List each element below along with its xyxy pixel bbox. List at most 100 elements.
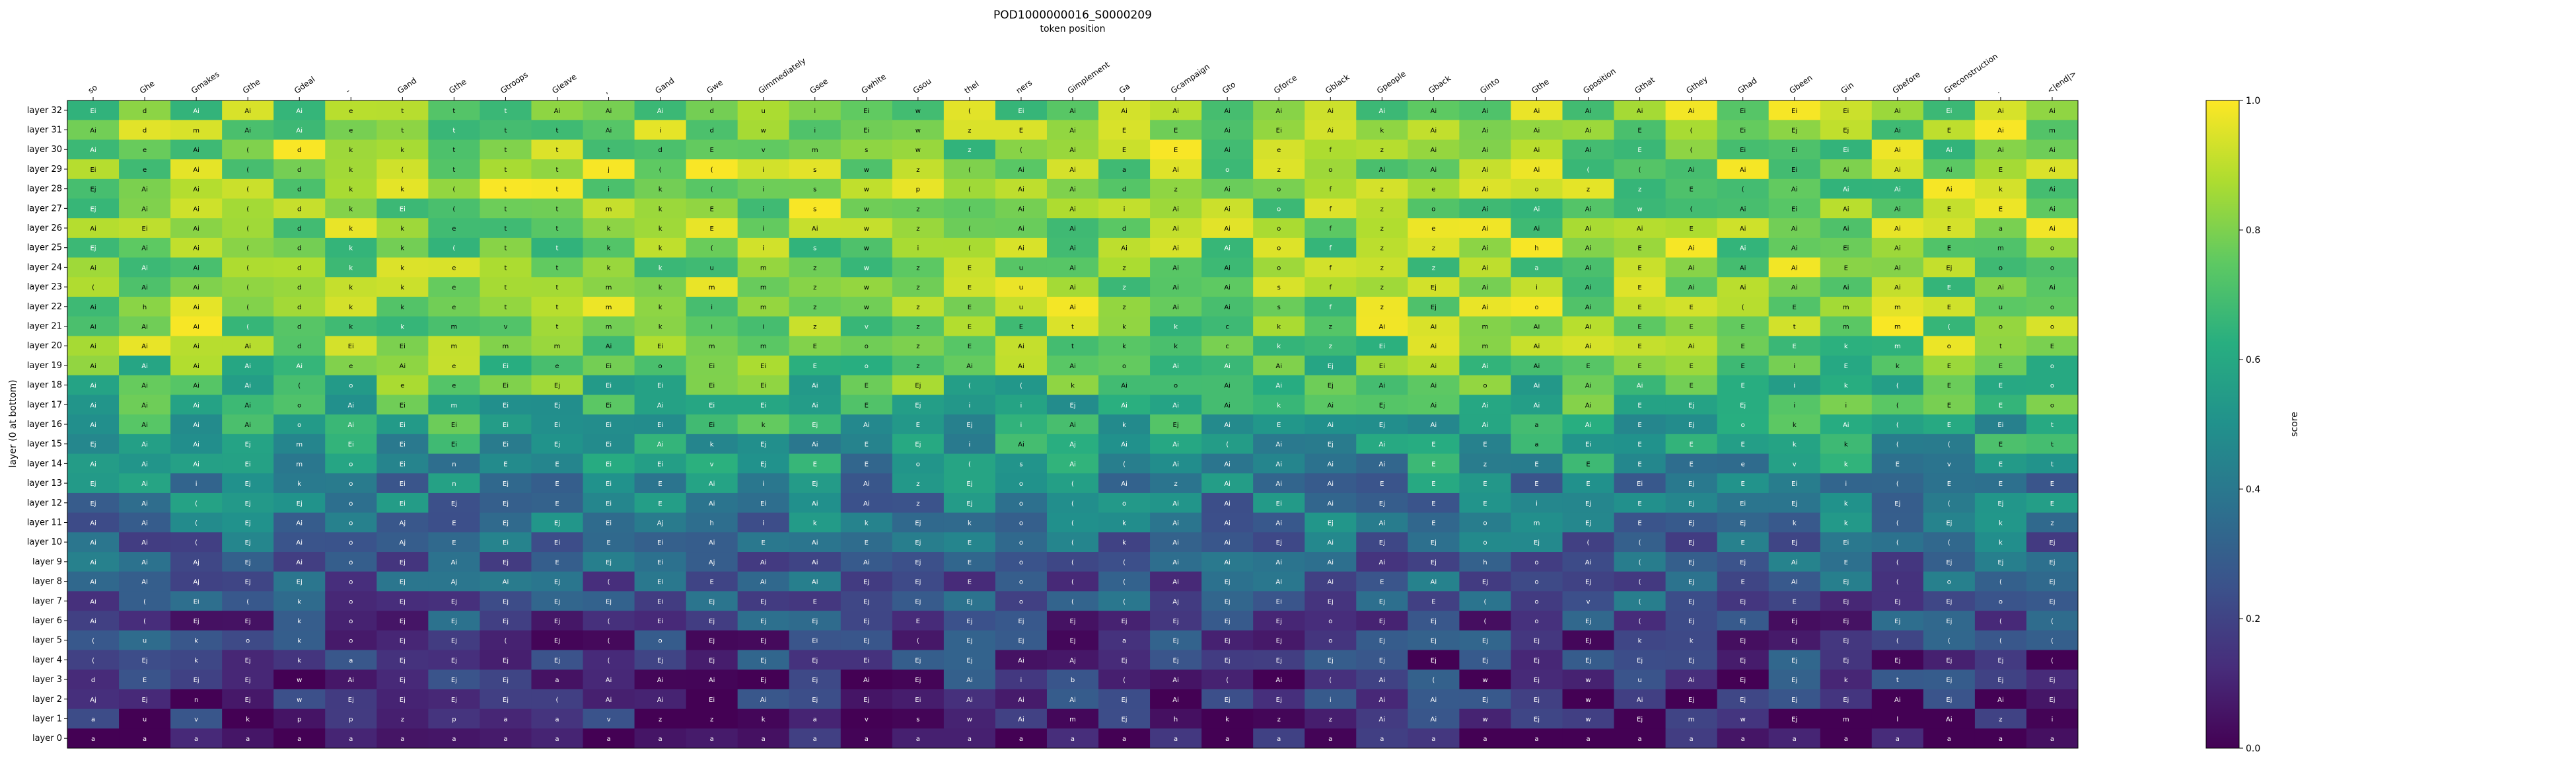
cell-label: Ai	[1275, 363, 1282, 370]
cell-label: Ai	[1688, 343, 1695, 350]
heatmap-cell	[583, 237, 635, 258]
cell-label: o	[1483, 383, 1487, 390]
cell-label: Ei	[760, 383, 766, 390]
heatmap-cell	[428, 120, 480, 140]
cell-label: t	[556, 245, 559, 252]
cell-label: f	[1329, 245, 1332, 252]
cell-label: Ai	[760, 579, 767, 586]
cell-label: Ai	[1018, 363, 1024, 370]
cell-label: E	[1689, 461, 1693, 468]
heatmap-cell	[1046, 257, 1099, 278]
cell-label: E	[503, 461, 507, 468]
cell-label: Ej	[1946, 598, 1952, 605]
cell-label: a	[1534, 441, 1538, 449]
cell-label: Ai	[1740, 206, 1746, 213]
cell-label: k	[1122, 519, 1126, 527]
cell-label: k	[1122, 539, 1126, 547]
cell-label: Ai	[1275, 579, 1282, 586]
cell-label: m	[1843, 324, 1849, 331]
cell-label: Ai	[1172, 441, 1179, 449]
cell-label: t	[452, 167, 455, 174]
heatmap-cell	[2026, 218, 2079, 239]
cell-label: i	[1124, 206, 1126, 213]
cell-label: E	[1483, 500, 1487, 508]
cell-label: Ai	[141, 264, 148, 272]
y-tick-label: layer 24	[27, 262, 62, 272]
heatmap-cell	[1820, 139, 1873, 160]
cell-label: E	[1793, 598, 1797, 605]
cell-label: a	[297, 736, 301, 743]
cell-label: z	[916, 500, 919, 508]
cell-label: Ai	[1894, 167, 1901, 174]
heatmap-cell	[892, 296, 945, 317]
cell-label: Ej	[1688, 539, 1694, 547]
cell-label: m	[1069, 716, 1076, 723]
cell-label: Ei	[1740, 128, 1746, 135]
cell-label: E	[865, 402, 869, 409]
heatmap-cell	[1923, 159, 1976, 180]
cell-label: Ei	[709, 422, 715, 429]
cell-label: Ej	[1740, 598, 1746, 605]
cell-label: l	[1896, 716, 1898, 723]
heatmap-cell	[634, 296, 687, 317]
cell-label: Ai	[90, 383, 96, 390]
cell-label: k	[1225, 716, 1229, 723]
cell-label: E	[1637, 304, 1641, 311]
cell-label: E	[1431, 480, 1435, 488]
cell-label: i	[1793, 383, 1795, 390]
cell-label: t	[504, 225, 507, 233]
x-tick-label: ,	[602, 87, 609, 96]
heatmap-cell	[170, 198, 223, 219]
cell-label: Ej	[1379, 598, 1385, 605]
cell-label: k	[1793, 441, 1797, 449]
cell-label: Ej	[812, 657, 818, 664]
heatmap-cell	[1459, 277, 1511, 297]
cell-label: Ai	[1069, 186, 1076, 194]
cell-label: Ai	[400, 363, 406, 370]
cell-label: Ai	[657, 697, 664, 704]
heatmap-cell	[222, 100, 274, 121]
heatmap-cell	[1356, 198, 1408, 219]
cell-label: E	[968, 343, 972, 350]
cell-label: Ei	[1946, 108, 1952, 115]
cell-label: Ai	[1431, 343, 1437, 350]
heatmap-cell	[376, 316, 429, 336]
cell-label: i	[762, 480, 764, 488]
cell-label: Ej	[1946, 618, 1952, 625]
cell-label: (	[452, 206, 455, 213]
cell-label: Ej	[142, 657, 148, 664]
cell-label: m	[606, 206, 612, 213]
cell-label: v	[607, 716, 611, 723]
cell-label: i	[1845, 480, 1847, 488]
heatmap-cell	[376, 120, 429, 140]
heatmap-cell	[892, 237, 945, 258]
cell-label: (	[968, 108, 971, 115]
cell-label: Ej	[1121, 716, 1127, 723]
cell-label: k	[1277, 324, 1281, 331]
cell-label: a	[555, 716, 559, 723]
x-tick-label: Gand	[653, 76, 676, 96]
heatmap-cell	[840, 159, 893, 180]
cell-label: a	[400, 736, 404, 743]
cell-label: Ai	[1534, 147, 1540, 154]
cell-label: E	[1689, 304, 1693, 311]
heatmap-cell	[376, 277, 429, 297]
heatmap-cell	[892, 159, 945, 180]
heatmap-cell	[1408, 120, 1460, 140]
cell-label: Aj	[1069, 441, 1076, 449]
heatmap-cell	[583, 257, 635, 278]
heatmap-cell	[737, 296, 790, 317]
heatmap-cell	[1871, 296, 1924, 317]
cell-label: E	[1637, 402, 1641, 409]
cell-label: Ai	[1740, 245, 1746, 252]
cell-label: e	[143, 147, 147, 154]
heatmap-cell	[1717, 277, 1770, 297]
cell-label: Ej	[1482, 579, 1488, 586]
heatmap-cell	[789, 198, 841, 219]
cell-label: Ai	[1121, 402, 1127, 409]
x-tick-label: Gcampaign	[1169, 62, 1211, 96]
cell-label: Ej	[554, 598, 560, 605]
cell-label: o	[1174, 383, 1178, 390]
cell-label: Ej	[863, 697, 869, 704]
cell-label: a	[91, 736, 95, 743]
